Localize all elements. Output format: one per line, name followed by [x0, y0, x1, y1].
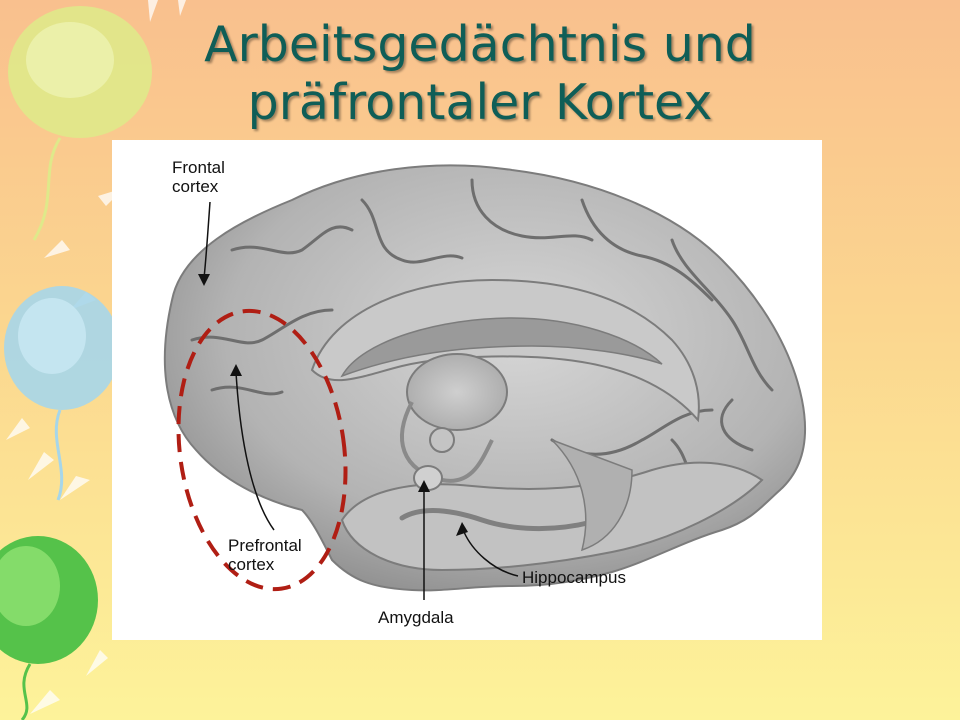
prefrontal-leader [235, 371, 275, 531]
label-prefrontal-line-1: Prefrontal [228, 536, 302, 555]
brain-illustration [163, 164, 807, 600]
balloon-green [0, 536, 98, 720]
frontal-arrowhead [198, 274, 210, 286]
amygdala [413, 465, 443, 491]
label-prefrontal-cortex: Prefrontal cortex [228, 536, 302, 574]
slide-title-line-1: Arbeitsgedächtnis und [204, 16, 756, 73]
label-hippocampus: Hippocampus [522, 568, 626, 587]
brainstem [551, 439, 633, 552]
temporal-lobe [340, 461, 764, 572]
amygdala-arrowhead [418, 480, 430, 492]
balloon-blue [4, 286, 120, 501]
mammillary-body [429, 427, 455, 453]
balloon-yellow [8, 6, 152, 241]
prefrontal-highlight [176, 308, 348, 592]
hippocampus-arrowhead [456, 522, 468, 536]
label-amygdala-text: Amygdala [378, 608, 454, 627]
label-frontal-cortex: Frontal cortex [172, 158, 225, 196]
lateral-ventricle [340, 317, 663, 378]
label-amygdala: Amygdala [378, 608, 454, 627]
corpus-callosum [310, 278, 700, 423]
prefrontal-arrowhead [230, 364, 242, 376]
thalamus [406, 353, 508, 431]
label-frontal-line-1: Frontal [172, 158, 225, 177]
leader-lines [198, 201, 519, 600]
hippocampus-leader [463, 531, 519, 577]
brain-figure: Frontal cortex Prefrontal cortex Hippoca… [112, 140, 822, 640]
label-frontal-line-2: cortex [172, 177, 219, 196]
slide-title: Arbeitsgedächtnis und präfrontaler Korte… [0, 16, 960, 132]
label-prefrontal-line-2: cortex [228, 555, 275, 574]
slide-title-line-2: präfrontaler Kortex [247, 74, 713, 131]
frontal-leader [203, 201, 211, 279]
label-hippocampus-text: Hippocampus [522, 568, 626, 587]
